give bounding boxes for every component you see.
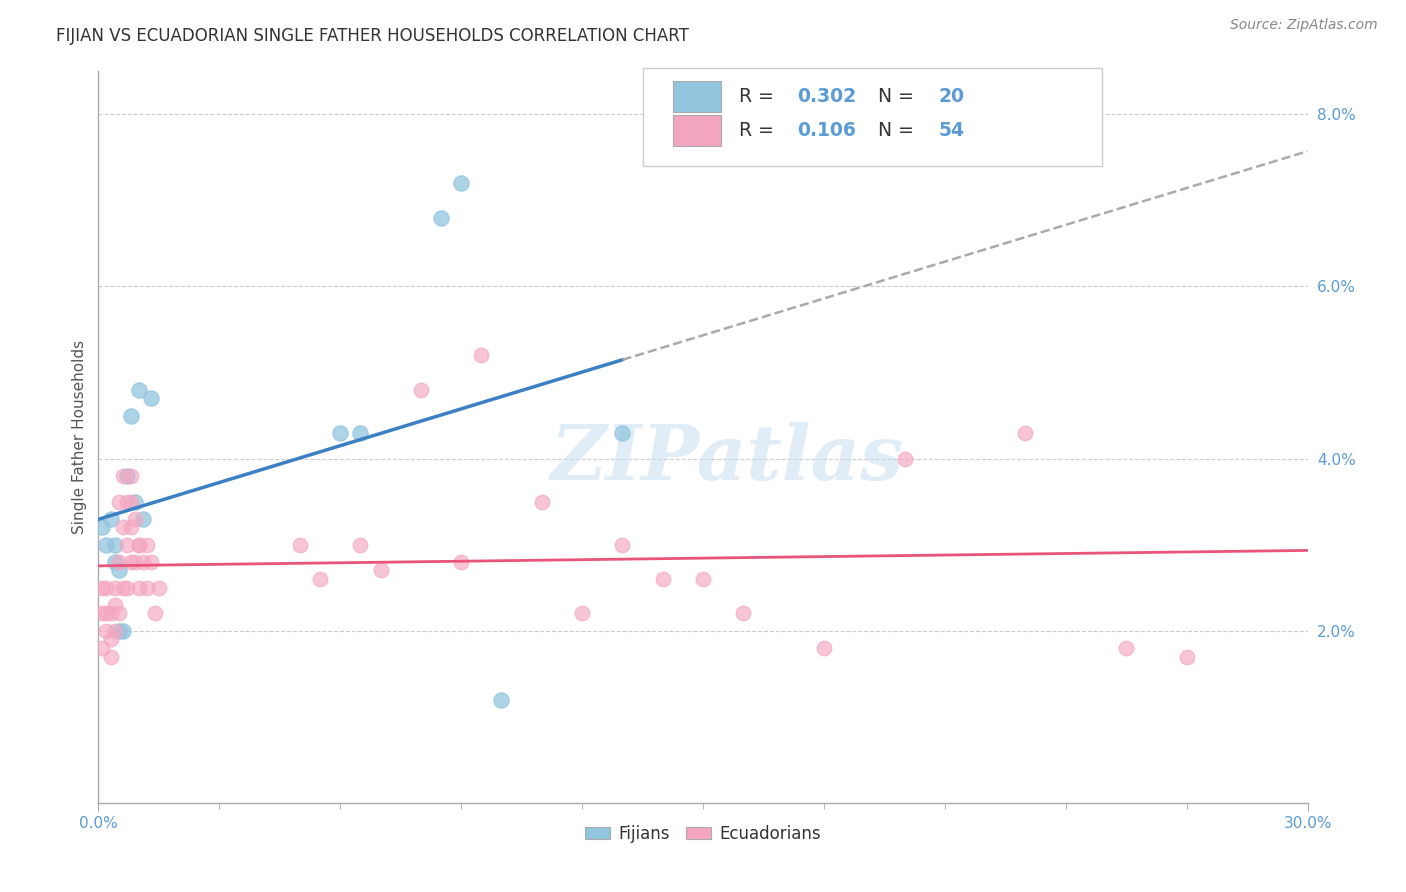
Point	[409, 383, 432, 397]
Point	[128, 383, 150, 397]
Point	[571, 607, 593, 621]
Text: Source: ZipAtlas.com: Source: ZipAtlas.com	[1230, 18, 1378, 32]
Point	[370, 564, 392, 578]
Point	[329, 425, 352, 440]
Point	[128, 538, 150, 552]
Point	[96, 624, 118, 638]
Point	[491, 692, 513, 706]
Point	[733, 607, 755, 621]
Text: 54: 54	[939, 121, 965, 140]
Point	[430, 211, 453, 225]
Point	[1175, 649, 1198, 664]
Point	[1014, 425, 1036, 440]
Point	[96, 538, 118, 552]
Point	[115, 494, 138, 508]
Point	[470, 348, 492, 362]
Point	[107, 555, 129, 569]
FancyBboxPatch shape	[673, 115, 721, 146]
Point	[103, 555, 125, 569]
Point	[111, 581, 134, 595]
Point	[612, 538, 634, 552]
Text: 0.106: 0.106	[797, 121, 856, 140]
Point	[111, 520, 134, 534]
Point	[450, 555, 472, 569]
Legend: Fijians, Ecuadorians: Fijians, Ecuadorians	[578, 818, 828, 849]
Point	[124, 555, 146, 569]
Point	[530, 494, 553, 508]
Point	[111, 468, 134, 483]
Text: 0.302: 0.302	[797, 87, 856, 106]
Point	[100, 632, 122, 647]
FancyBboxPatch shape	[643, 68, 1102, 167]
Point	[132, 555, 155, 569]
Text: R =: R =	[740, 121, 780, 140]
Point	[103, 538, 125, 552]
Point	[612, 425, 634, 440]
Text: R =: R =	[740, 87, 780, 106]
Point	[103, 624, 125, 638]
Point	[120, 494, 142, 508]
Point	[139, 555, 162, 569]
Text: N =: N =	[879, 121, 920, 140]
Point	[120, 520, 142, 534]
Y-axis label: Single Father Households: Single Father Households	[72, 340, 87, 534]
Point	[96, 607, 118, 621]
Point	[450, 176, 472, 190]
Point	[148, 581, 170, 595]
Point	[115, 581, 138, 595]
Text: FIJIAN VS ECUADORIAN SINGLE FATHER HOUSEHOLDS CORRELATION CHART: FIJIAN VS ECUADORIAN SINGLE FATHER HOUSE…	[56, 27, 689, 45]
Point	[115, 538, 138, 552]
Point	[813, 640, 835, 655]
Point	[103, 581, 125, 595]
Point	[135, 581, 157, 595]
Point	[107, 607, 129, 621]
Point	[124, 494, 146, 508]
Point	[349, 538, 371, 552]
Point	[143, 607, 166, 621]
Point	[100, 607, 122, 621]
Point	[124, 512, 146, 526]
Point	[120, 409, 142, 423]
Text: N =: N =	[879, 87, 920, 106]
Point	[91, 520, 114, 534]
Point	[309, 572, 332, 586]
Point	[120, 468, 142, 483]
Point	[107, 494, 129, 508]
Point	[1115, 640, 1137, 655]
Point	[120, 555, 142, 569]
Point	[100, 512, 122, 526]
Point	[139, 392, 162, 406]
Point	[128, 538, 150, 552]
FancyBboxPatch shape	[673, 81, 721, 112]
Point	[107, 624, 129, 638]
Point	[111, 624, 134, 638]
Point	[128, 581, 150, 595]
Point	[288, 538, 311, 552]
Point	[115, 468, 138, 483]
Point	[100, 649, 122, 664]
Point	[107, 564, 129, 578]
Text: 20: 20	[939, 87, 965, 106]
Point	[135, 538, 157, 552]
Point	[91, 581, 114, 595]
Point	[91, 640, 114, 655]
Point	[91, 607, 114, 621]
Text: ZIPatlas: ZIPatlas	[551, 422, 904, 496]
Point	[692, 572, 714, 586]
Point	[349, 425, 371, 440]
Point	[96, 581, 118, 595]
Point	[893, 451, 915, 466]
Point	[132, 512, 155, 526]
Point	[103, 598, 125, 612]
Point	[651, 572, 673, 586]
